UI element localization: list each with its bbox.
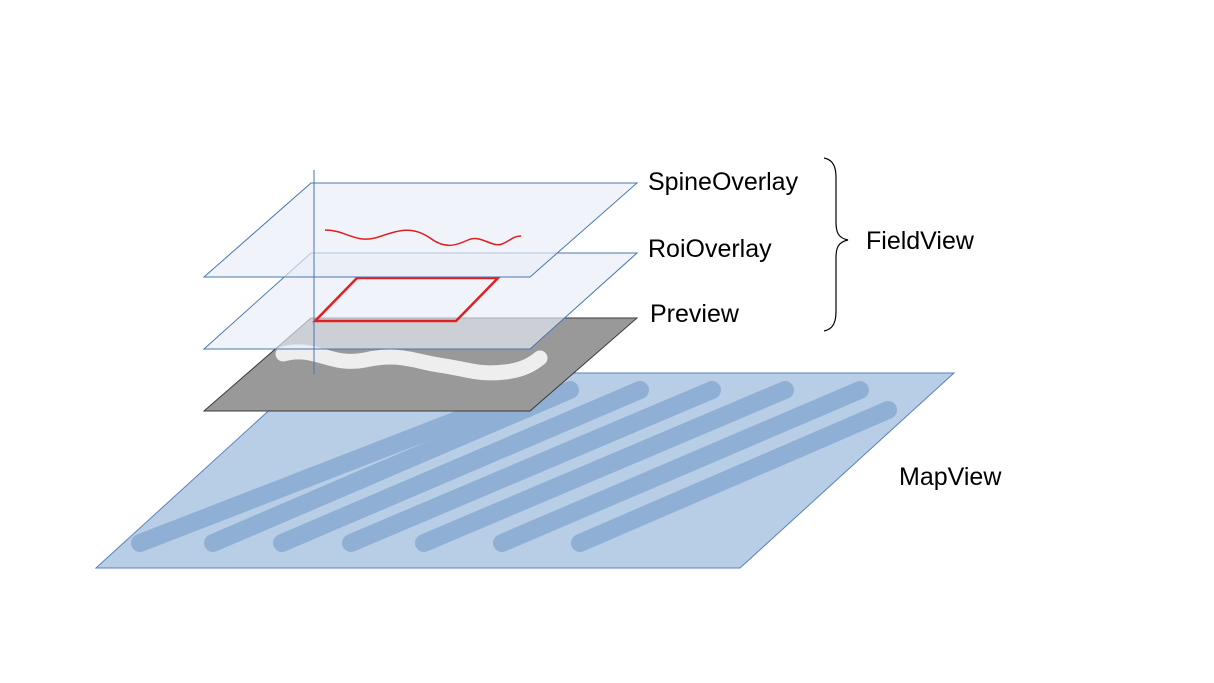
map-stripe [273, 381, 649, 552]
roi-outline [312, 276, 501, 323]
map-stripe [131, 381, 544, 552]
mapview-label: MapView [899, 463, 1002, 491]
roioverlay-label: RoiOverlay [648, 235, 772, 263]
map-stripe [493, 381, 869, 552]
spineoverlay-label: SpineOverlay [648, 168, 799, 196]
preview-sample-stroke [275, 344, 548, 381]
fieldview-label: FieldView [866, 227, 974, 255]
map-stripe [342, 381, 721, 552]
spineoverlay-plane [202, 182, 639, 278]
map-stripe [571, 401, 897, 552]
preview-label: Preview [650, 300, 739, 328]
fieldview-brace [823, 157, 849, 332]
map-stripe [415, 381, 794, 552]
spine-line [324, 229, 522, 247]
mapview-stripes [131, 381, 897, 552]
map-stripe [204, 381, 579, 552]
